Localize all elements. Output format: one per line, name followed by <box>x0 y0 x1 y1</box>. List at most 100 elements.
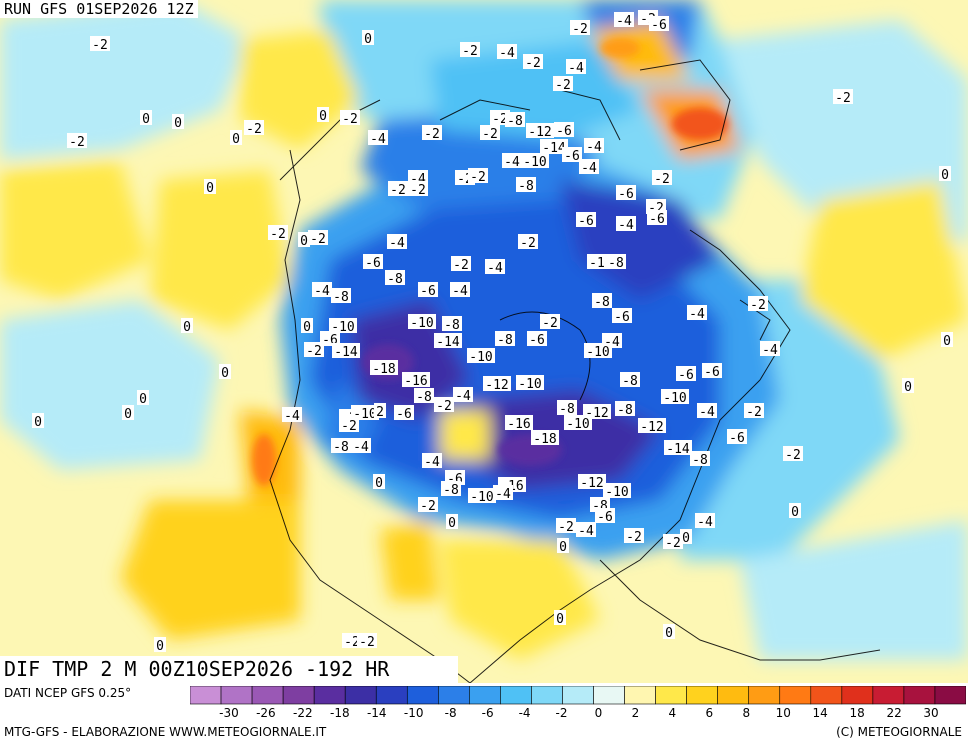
value-label-text: -2 <box>310 232 326 247</box>
value-label: -14 <box>332 343 360 360</box>
value-label: -8 <box>505 112 525 129</box>
value-label-text: -2 <box>835 91 851 106</box>
legend-tick: 2 <box>631 706 640 720</box>
value-label-text: -8 <box>444 318 460 333</box>
value-label-text: 0 <box>156 639 164 654</box>
value-label: -2 <box>357 633 377 650</box>
value-label-text: -2 <box>342 112 358 127</box>
value-label-text: -6 <box>556 124 572 139</box>
value-label: -10 <box>351 405 379 422</box>
value-label-text: -2 <box>470 170 486 185</box>
value-label-text: -2 <box>359 635 375 650</box>
legend-tick: -22 <box>293 706 313 720</box>
legend-tick: 22 <box>886 706 902 720</box>
value-label-text: 0 <box>34 415 42 430</box>
value-label: -4 <box>282 407 302 424</box>
value-label: 0 <box>902 378 914 395</box>
map-title: DIF TMP 2 M 00Z10SEP2026 -192 HR <box>0 656 458 683</box>
value-label-text: -4 <box>689 307 705 322</box>
value-label: -4 <box>576 522 596 539</box>
value-label-text: -6 <box>729 431 745 446</box>
value-label-text: -12 <box>485 378 508 393</box>
value-label: -2 <box>663 534 683 551</box>
value-label: -8 <box>495 331 515 348</box>
value-label: -10 <box>408 314 436 331</box>
value-label: -8 <box>331 288 351 305</box>
legend-tick: -18 <box>329 706 350 720</box>
value-label: -10 <box>584 343 612 360</box>
value-label-text: -14 <box>334 345 358 360</box>
value-label-text: -2 <box>525 56 541 71</box>
value-label-text: -6 <box>618 187 634 202</box>
value-label-text: -4 <box>578 524 594 539</box>
value-label: -8 <box>516 177 536 194</box>
value-label-text: -4 <box>697 515 713 530</box>
value-label-text: -4 <box>581 161 597 176</box>
value-label: -8 <box>442 316 462 333</box>
value-label-text: -1 <box>589 256 605 271</box>
value-label: 0 <box>680 529 692 546</box>
value-label: -6 <box>527 331 547 348</box>
legend-swatch <box>190 686 222 705</box>
value-label: -2 <box>339 417 359 434</box>
value-label-text: -2 <box>420 499 436 514</box>
value-label: -6 <box>612 308 632 325</box>
value-label: -6 <box>562 147 582 164</box>
value-label-text: -2 <box>424 127 440 142</box>
legend-swatch <box>810 686 843 705</box>
legend-tick: -8 <box>444 706 457 720</box>
value-label: 0 <box>172 114 184 131</box>
value-label-text: -10 <box>566 417 589 432</box>
value-label-text: -8 <box>333 440 349 455</box>
value-label: -4 <box>453 387 473 404</box>
legend-swatch <box>872 686 905 705</box>
value-labels: -2 0-2 -4-2-4 -2-6-2 -4-2-20 0 -20-20 -2-4 -2 -2-… <box>32 10 953 654</box>
value-label-text: -14 <box>666 442 690 457</box>
legend-swatch <box>438 686 470 705</box>
value-label-text: -2 <box>785 448 801 463</box>
value-label-text: -2 <box>542 316 558 331</box>
value-label: 2 <box>374 403 386 420</box>
value-label: -6 <box>727 429 747 446</box>
value-label-text: -16 <box>507 417 530 432</box>
value-label: -6 <box>676 366 696 383</box>
value-label: 0 <box>554 610 566 627</box>
value-label: -8 <box>414 388 434 405</box>
legend-ticks: -30 -26 -22 -18 -14 -10 -8 -6 -4 -2 0 2 4 6 8 10 14 18 22 3… <box>190 706 966 722</box>
value-label-text: -8 <box>608 256 624 271</box>
value-label-text: -6 <box>564 149 580 164</box>
legend-swatch <box>562 686 594 705</box>
value-label: -4 <box>312 282 332 299</box>
value-label: -6 <box>576 212 596 229</box>
value-label-text: -2 <box>746 405 762 420</box>
value-label-text: -8 <box>594 295 610 310</box>
legend-tick: 14 <box>812 706 828 720</box>
value-label-text: -4 <box>353 440 369 455</box>
value-label: -6 <box>702 363 722 380</box>
legend-tick: 30 <box>923 706 939 720</box>
value-label: -4 <box>579 159 599 176</box>
value-label-text: -12 <box>640 420 663 435</box>
value-label-text: -2 <box>306 344 322 359</box>
legend-tick: -10 <box>403 706 424 720</box>
value-label: -8 <box>592 293 612 310</box>
anomaly-field <box>0 0 968 660</box>
value-label-text: -2 <box>246 122 262 137</box>
value-label: -8 <box>557 400 577 417</box>
value-label: -14 <box>664 440 692 457</box>
value-label-text: -2 <box>482 127 498 142</box>
value-label-text: -10 <box>663 391 686 406</box>
value-label: -2 <box>468 168 488 185</box>
value-label-text: -8 <box>617 403 633 418</box>
value-label-text: -4 <box>616 14 632 29</box>
legend-swatch <box>531 686 563 705</box>
value-label: -2 <box>480 125 500 142</box>
value-label: -4 <box>387 234 407 251</box>
value-label-text: 0 <box>904 380 912 395</box>
value-label-text: -4 <box>568 61 584 76</box>
value-label-text: -2 <box>572 22 588 37</box>
legend-swatch <box>655 686 687 705</box>
value-label-text: 0 <box>943 334 951 349</box>
value-label: 0 <box>137 390 149 407</box>
value-label: 0 <box>140 110 152 127</box>
